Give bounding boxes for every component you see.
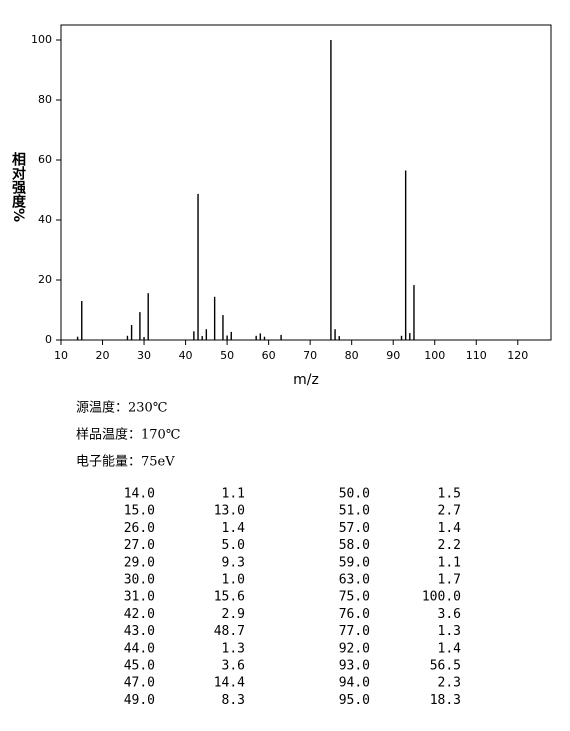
x-tick-label: 50 [220,349,234,362]
table-intensity: 2.7 [438,504,461,519]
x-tick-label: 10 [54,349,68,362]
x-axis-label: m/z [293,372,319,388]
info-line: 样品温度：170℃ [76,427,180,443]
table-mz: 76.0 [339,607,370,622]
table-mz: 75.0 [339,590,370,605]
table-intensity: 2.2 [438,538,461,553]
x-tick-label: 100 [424,349,445,362]
info-line: 电子能量：75eV [76,455,175,470]
table-intensity: 100.0 [422,590,461,605]
table-mz: 31.0 [124,590,155,605]
y-tick-label: 0 [45,333,52,346]
table-intensity: 1.7 [438,573,461,588]
table-intensity: 2.9 [222,607,245,622]
table-mz: 26.0 [124,521,155,536]
table-mz: 45.0 [124,659,155,674]
x-tick-label: 40 [179,349,193,362]
table-mz: 63.0 [339,573,370,588]
table-intensity: 8.3 [222,693,245,708]
table-mz: 93.0 [339,659,370,674]
info-line: 源温度：230℃ [76,400,167,416]
table-intensity: 2.3 [438,676,461,691]
y-tick-label: 60 [38,153,52,166]
table-mz: 14.0 [124,487,155,502]
table-intensity: 56.5 [430,659,461,674]
table-mz: 27.0 [124,538,155,553]
table-mz: 51.0 [339,504,370,519]
table-intensity: 1.4 [222,521,246,536]
x-tick-label: 20 [96,349,110,362]
x-tick-label: 70 [303,349,317,362]
table-intensity: 1.4 [438,521,462,536]
x-tick-label: 90 [386,349,400,362]
table-intensity: 3.6 [222,659,245,674]
y-axis-label: 相对强度% [10,151,26,222]
table-mz: 95.0 [339,693,370,708]
table-intensity: 1.0 [222,573,245,588]
y-tick-label: 100 [31,33,52,46]
table-intensity: 1.3 [222,641,245,656]
table-intensity: 14.4 [214,676,245,691]
table-intensity: 13.0 [214,504,245,519]
table-intensity: 9.3 [222,555,245,570]
table-mz: 57.0 [339,521,370,536]
plot-frame [60,24,552,341]
x-tick-label: 80 [345,349,359,362]
table-intensity: 1.4 [438,641,462,656]
table-mz: 77.0 [339,624,370,639]
y-tick-label: 80 [38,93,52,106]
table-intensity: 1.1 [222,487,245,502]
table-intensity: 3.6 [438,607,461,622]
y-tick-label: 20 [38,273,52,286]
y-tick-label: 40 [38,213,52,226]
table-mz: 49.0 [124,693,155,708]
table-mz: 47.0 [124,676,155,691]
table-mz: 44.0 [124,641,155,656]
table-mz: 59.0 [339,555,370,570]
table-mz: 58.0 [339,538,370,553]
table-intensity: 1.3 [438,624,461,639]
table-intensity: 1.1 [438,555,461,570]
table-mz: 29.0 [124,555,155,570]
x-tick-label: 60 [262,349,276,362]
table-mz: 30.0 [124,573,155,588]
table-intensity: 1.5 [438,487,461,502]
table-mz: 43.0 [124,624,155,639]
x-tick-label: 120 [507,349,528,362]
table-intensity: 48.7 [214,624,245,639]
x-tick-label: 30 [137,349,151,362]
table-mz: 94.0 [339,676,370,691]
table-mz: 15.0 [124,504,155,519]
table-mz: 92.0 [339,641,370,656]
x-tick-label: 110 [466,349,487,362]
table-intensity: 18.3 [430,693,461,708]
table-mz: 50.0 [339,487,370,502]
table-mz: 42.0 [124,607,155,622]
table-intensity: 5.0 [222,538,245,553]
table-intensity: 15.6 [214,590,245,605]
